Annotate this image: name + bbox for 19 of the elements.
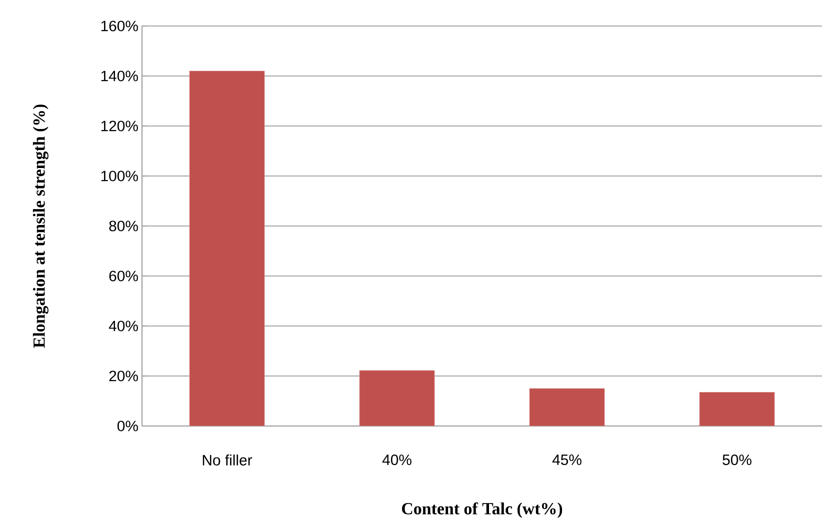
y-tick-label: 120% bbox=[101, 120, 138, 132]
y-tick-label: 160% bbox=[101, 20, 138, 32]
y-tick-label: 40% bbox=[108, 320, 138, 332]
bar bbox=[529, 388, 605, 426]
x-tick-label: No filler bbox=[202, 454, 252, 466]
y-axis-title: Elongation at tensile strength (%) bbox=[32, 104, 48, 348]
y-tick-label: 100% bbox=[101, 170, 138, 182]
y-tick-label: 20% bbox=[109, 370, 138, 382]
x-tick-label: 50% bbox=[722, 454, 752, 466]
x-tick-label: 45% bbox=[552, 454, 582, 466]
bar bbox=[189, 70, 265, 426]
bar bbox=[699, 392, 775, 426]
y-tick-label: 140% bbox=[101, 70, 138, 82]
x-axis-title: Content of Talc (wt%) bbox=[402, 502, 562, 518]
y-tick-label: 0% bbox=[117, 420, 138, 432]
x-tick-label: 40% bbox=[382, 454, 412, 466]
y-tick-label: 60% bbox=[109, 270, 138, 282]
bar bbox=[359, 370, 435, 426]
y-tick-label: 80% bbox=[109, 220, 138, 232]
